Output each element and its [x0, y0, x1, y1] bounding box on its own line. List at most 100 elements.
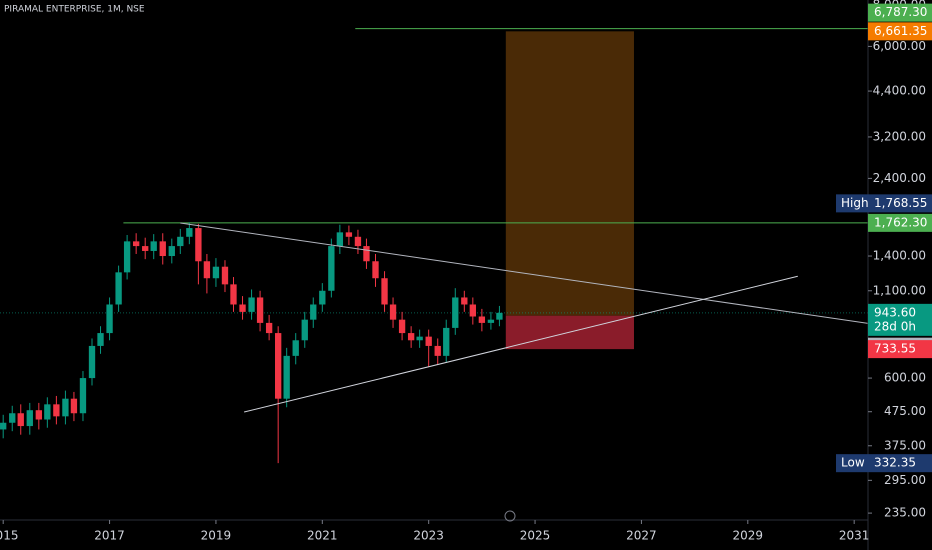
x-tick-label: 2021 — [307, 529, 338, 543]
candle-body — [212, 266, 220, 279]
candle-body — [301, 319, 308, 341]
candle-body — [150, 241, 157, 251]
candle-body — [416, 336, 423, 341]
extreme-label-name: High — [841, 196, 869, 210]
y-tick-label: 295.00 — [884, 473, 926, 487]
candle-body — [283, 355, 290, 399]
price-label: 1,762.30 — [874, 215, 927, 229]
y-tick-label: 600.00 — [884, 371, 926, 385]
candle-body — [53, 404, 60, 417]
price-label-bg — [868, 213, 932, 232]
candle-body — [123, 241, 131, 273]
price-label: 733.55 — [874, 342, 916, 356]
candle-body — [159, 241, 166, 257]
y-tick-label: 1,100.00 — [873, 283, 926, 297]
candle-body — [310, 304, 317, 320]
candle-body — [230, 284, 237, 305]
y-tick-label: 6,000.00 — [873, 39, 926, 53]
candle-body — [70, 398, 78, 414]
price-label: 943.60 — [874, 305, 916, 319]
candle-body — [452, 297, 459, 328]
candle-body — [256, 297, 264, 323]
candle-body — [407, 333, 415, 341]
extreme-label-name: Low — [841, 456, 865, 470]
y-tick-label: 3,200.00 — [873, 129, 926, 143]
candle-body — [168, 246, 175, 257]
candle-body — [461, 297, 468, 305]
candle-body — [363, 246, 370, 262]
y-tick-label: 375.00 — [884, 438, 926, 452]
candle-body — [354, 236, 362, 247]
extreme-label-bg — [836, 454, 932, 473]
chart-title: PIRAMAL ENTERPRISE, 1M, NSE — [4, 5, 145, 15]
y-tick-label: 4,400.00 — [873, 84, 926, 98]
candle-body — [115, 272, 122, 305]
x-tick-label: 2031 — [839, 529, 870, 543]
price-label-bg — [868, 340, 932, 359]
x-tick-label: 2025 — [520, 529, 551, 543]
y-tick-label: 2,400.00 — [873, 171, 926, 185]
candle-body — [132, 241, 140, 247]
candle-body — [239, 304, 246, 312]
candle-body — [319, 290, 326, 305]
candle-body — [487, 319, 495, 323]
y-tick-label: 235.00 — [884, 506, 926, 520]
extreme-label-bg — [836, 194, 932, 213]
candle-body — [97, 333, 104, 346]
candle-body — [336, 232, 344, 247]
candle-body — [389, 304, 397, 320]
candle-body — [248, 297, 255, 312]
price-label: 6,787.30 — [874, 5, 927, 19]
candle-body — [372, 261, 379, 279]
candle-body — [328, 246, 335, 291]
x-tick-label: 2017 — [94, 529, 125, 543]
candle-body — [106, 304, 113, 334]
y-tick-label: 475.00 — [884, 404, 926, 418]
candle-body — [345, 232, 353, 237]
candle-body — [443, 327, 450, 356]
candle-body — [79, 378, 87, 414]
price-label: 6,661.35 — [874, 24, 927, 38]
candle-body — [496, 312, 503, 320]
candle-body — [195, 228, 202, 262]
x-tick-label: 2019 — [201, 529, 232, 543]
extreme-label-value: 1,768.55 — [874, 196, 927, 210]
candle-body — [142, 246, 149, 251]
x-tick-label: 2029 — [733, 529, 764, 543]
candle-body — [203, 261, 211, 279]
y-tick-label: 1,400.00 — [873, 249, 926, 263]
candle-body — [425, 336, 432, 346]
candle-body — [381, 278, 388, 305]
trendline — [180, 222, 869, 324]
candle-body — [434, 345, 441, 356]
candle-body — [0, 422, 7, 430]
price-label-sub: 28d 0h — [874, 319, 916, 333]
candle-body — [398, 319, 406, 334]
price-label-bg — [868, 303, 932, 336]
x-tick-label: 2023 — [413, 529, 444, 543]
candle-body — [62, 398, 69, 417]
price-label-bg — [868, 22, 932, 41]
candle-body — [26, 410, 33, 427]
icon — [504, 510, 516, 522]
candle-body — [17, 413, 24, 427]
candle-body — [221, 266, 229, 285]
x-tick-label: 2015 — [0, 529, 18, 543]
candle-body — [292, 340, 299, 356]
candle-body — [44, 404, 51, 420]
candle-body — [478, 316, 486, 323]
extreme-label-value: 332.35 — [874, 456, 916, 470]
candle-body — [88, 345, 96, 379]
candle-body — [265, 322, 273, 334]
candle-body — [35, 410, 42, 420]
candle-body — [186, 228, 193, 237]
price-label-bg — [868, 3, 932, 22]
candle-body — [9, 413, 16, 423]
candle-body — [274, 333, 282, 399]
x-tick-label: 2027 — [626, 529, 657, 543]
profit-zone — [505, 31, 634, 316]
candle-body — [177, 236, 184, 247]
trendline — [244, 275, 798, 413]
candle-body — [469, 304, 476, 317]
